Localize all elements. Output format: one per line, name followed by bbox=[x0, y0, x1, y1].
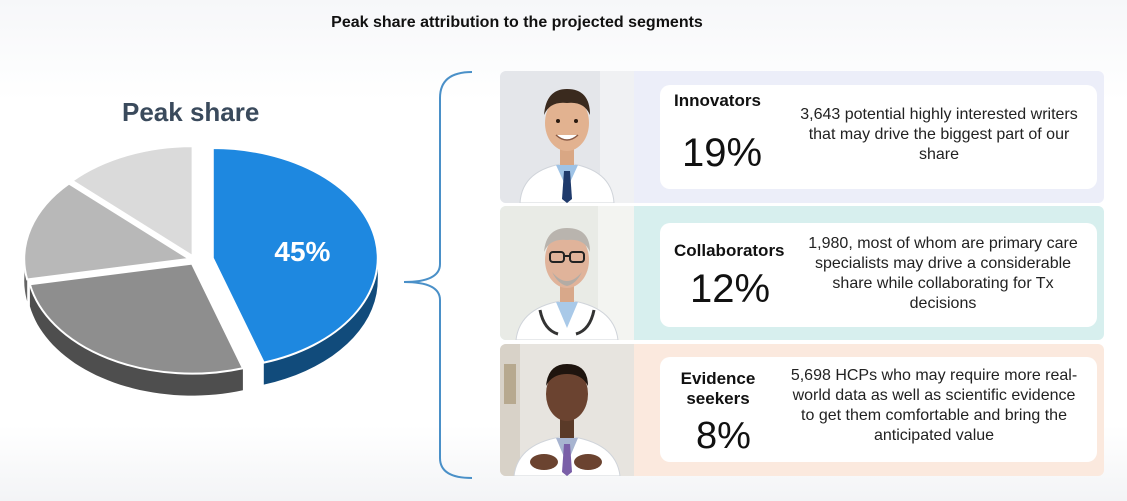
doctor-glasses-photo bbox=[500, 206, 634, 340]
segment-card-evidence-seekers: Evidence seekers 8% 5,698 HCPs who may r… bbox=[500, 344, 1104, 476]
segment-description: 5,698 HCPs who may require more real-wor… bbox=[790, 367, 1078, 444]
segment-description: 1,980, most of whom are primary care spe… bbox=[808, 235, 1078, 312]
pie-slice-3 bbox=[23, 182, 193, 281]
pie-slice-side bbox=[263, 256, 378, 385]
segment-percentage: 12% bbox=[690, 267, 771, 311]
pie-chart: 45% bbox=[23, 145, 379, 396]
segment-percentage: 8% bbox=[696, 415, 751, 457]
pie-chart-title: Peak share bbox=[122, 97, 260, 127]
bracket-connector bbox=[403, 71, 473, 479]
segment-description: 3,643 potential highly interested writer… bbox=[800, 106, 1078, 163]
doctor-smiling-photo bbox=[500, 71, 634, 203]
pie-slice-1 bbox=[211, 147, 379, 364]
segment-info-box: Evidence seekers 8% 5,698 HCPs who may r… bbox=[660, 357, 1097, 462]
slide-title: Peak share attribution to the projected … bbox=[331, 14, 703, 31]
doctor-gesturing-photo bbox=[500, 344, 634, 476]
pie-slice-side bbox=[29, 284, 243, 396]
segment-card-collaborators: Collaborators 12% 1,980, most of whom ar… bbox=[500, 206, 1104, 340]
segment-name: Innovators bbox=[674, 91, 761, 110]
segment-info-box: Innovators 19% 3,643 potential highly in… bbox=[660, 85, 1097, 189]
segment-percentage: 19% bbox=[682, 131, 763, 175]
segment-card-innovators: Innovators 19% 3,643 potential highly in… bbox=[500, 71, 1104, 203]
segment-name: Evidence seekers bbox=[680, 369, 756, 408]
pie-slice-2 bbox=[28, 262, 245, 375]
segment-info-box: Collaborators 12% 1,980, most of whom ar… bbox=[660, 223, 1097, 327]
pie-highlight-label: 45% bbox=[274, 236, 330, 267]
segment-name: Collaborators bbox=[674, 241, 785, 260]
pie-slice-4 bbox=[70, 145, 194, 258]
